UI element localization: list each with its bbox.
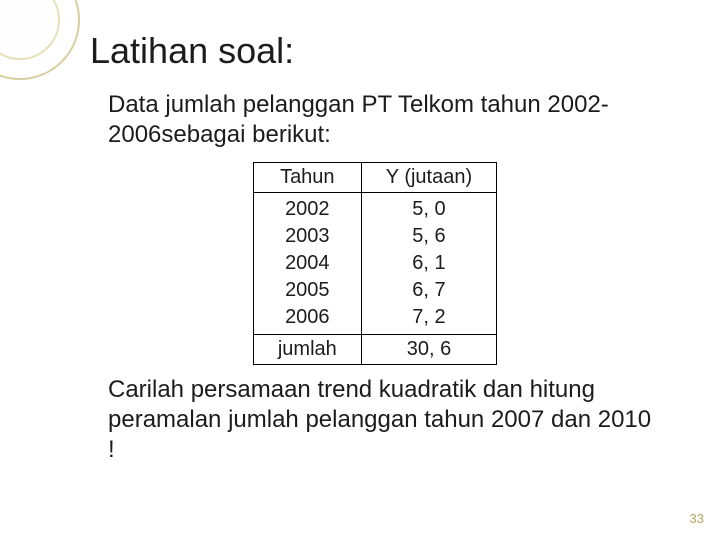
y-value: 7, 2 <box>412 306 445 328</box>
col-header-tahun: Tahun <box>253 163 361 193</box>
table-footer-row: jumlah 30, 6 <box>253 335 496 365</box>
year-value: 2005 <box>285 279 330 301</box>
table-header-row: Tahun Y (jutaan) <box>253 163 496 193</box>
table-data-row: 2002 2003 2004 2005 2006 5, 0 5, 6 6, 1 6, 7 7, … <box>253 193 496 335</box>
cell-footer-label: jumlah <box>253 335 361 365</box>
page-number: 33 <box>690 511 704 526</box>
year-value: 2002 <box>285 198 330 220</box>
y-value: 5, 0 <box>412 198 445 220</box>
page-title: Latihan soal: <box>90 30 660 72</box>
y-value: 6, 7 <box>412 279 445 301</box>
cell-years: 2002 2003 2004 2005 2006 <box>253 193 361 335</box>
year-value: 2006 <box>285 306 330 328</box>
slide-content: Latihan soal: Data jumlah pelanggan PT T… <box>0 0 720 485</box>
year-value: 2004 <box>285 252 330 274</box>
corner-decoration <box>0 0 80 80</box>
intro-text: Data jumlah pelanggan PT Telkom tahun 20… <box>108 90 660 150</box>
y-value: 5, 6 <box>412 225 445 247</box>
closing-text: Carilah persamaan trend kuadratik dan hi… <box>108 375 660 465</box>
year-value: 2003 <box>285 225 330 247</box>
table-container: Tahun Y (jutaan) 2002 2003 2004 2005 2006 5,… <box>90 162 660 365</box>
data-table: Tahun Y (jutaan) 2002 2003 2004 2005 2006 5,… <box>253 162 497 365</box>
y-value: 6, 1 <box>412 252 445 274</box>
cell-values: 5, 0 5, 6 6, 1 6, 7 7, 2 <box>361 193 496 335</box>
cell-footer-value: 30, 6 <box>361 335 496 365</box>
col-header-y: Y (jutaan) <box>361 163 496 193</box>
